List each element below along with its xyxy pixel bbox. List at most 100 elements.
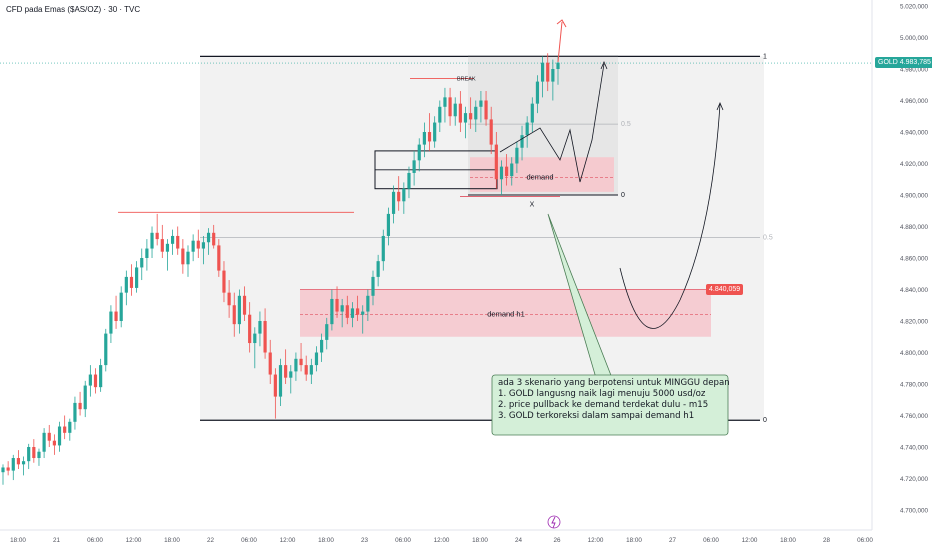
candle-body	[284, 365, 288, 378]
demand-h1-price-tag: 4.840,059	[706, 283, 744, 295]
y-tick-label: 4.860,000	[900, 256, 929, 263]
x-tick-label: 23	[361, 537, 369, 544]
candle-body	[417, 144, 421, 161]
x-tick-label: 18:00	[626, 537, 642, 544]
candle-body	[335, 298, 339, 312]
candle-body	[21, 461, 26, 465]
candle-body	[505, 166, 509, 177]
candle-body	[453, 103, 457, 117]
candle-body	[320, 339, 324, 353]
y-tick-label: 4.980,000	[900, 67, 929, 74]
candle-body	[479, 100, 483, 107]
callout-line: 2. price pullback ke demand terdekat dul…	[498, 400, 709, 410]
y-tick-label: 4.740,000	[900, 445, 929, 452]
candle-body	[376, 261, 380, 277]
candle-body	[155, 232, 159, 240]
candle-body	[345, 305, 349, 318]
candle-body	[499, 166, 504, 180]
x-tick-label: 28	[823, 537, 831, 544]
x-tick-label: 18:00	[164, 537, 180, 544]
y-tick-label: 4.900,000	[900, 193, 929, 200]
callout-line: ada 3 skenario yang berpotensi untuk MIN…	[498, 378, 730, 388]
x-tick-label: 06:00	[703, 537, 719, 544]
candle-body	[16, 458, 21, 465]
candle-body	[124, 276, 128, 293]
y-tick-label: 5.000,000	[900, 35, 929, 42]
symbol-label: GOLD	[878, 59, 898, 66]
candle-body	[27, 447, 31, 462]
candle-body	[546, 62, 550, 82]
x-tick-label: 24	[515, 537, 523, 544]
fib-label: 0.5	[763, 235, 773, 242]
candle-body	[129, 276, 134, 288]
candle-body	[278, 365, 283, 397]
candle-body	[402, 188, 406, 202]
x-tick-label: 26	[553, 537, 561, 544]
candle-body	[325, 324, 329, 340]
scenario-3-path	[619, 103, 721, 329]
candle-body	[222, 270, 226, 293]
callout-box	[491, 374, 729, 436]
candle-body	[304, 365, 308, 375]
candle-body	[99, 365, 103, 388]
candle-body	[160, 239, 164, 252]
candle-body	[391, 191, 396, 214]
x-tick-label: 06:00	[857, 537, 873, 544]
candle-body	[330, 298, 334, 325]
y-tick-label: 4.920,000	[900, 161, 929, 168]
x-tick-label: 12:00	[588, 537, 604, 544]
candle-body	[366, 295, 370, 312]
candle-body	[340, 305, 344, 312]
candle-body	[47, 432, 51, 441]
candle-body	[83, 385, 87, 410]
x-tick-label: 21	[53, 537, 61, 544]
candle-body	[176, 235, 180, 249]
demand-label: demand	[526, 173, 553, 182]
candle-body	[556, 62, 560, 69]
y-tick-label: 4.720,000	[900, 476, 929, 483]
candle-body	[191, 240, 195, 252]
candle-body	[433, 122, 437, 142]
candle-body	[206, 232, 211, 243]
candle-body	[350, 308, 355, 318]
candle-body	[140, 258, 144, 268]
candle-body	[150, 232, 154, 249]
scenario-2-path	[499, 63, 605, 183]
candle-body	[412, 160, 416, 173]
y-tick-label: 4.760,000	[900, 413, 929, 420]
y-tick-label: 5.020,000	[900, 4, 929, 11]
candle-body	[165, 243, 170, 252]
y-tick-label: 4.700,000	[900, 508, 929, 515]
candle-body	[258, 321, 262, 334]
candle-body	[494, 144, 498, 180]
demand-h1-label: demand h1	[487, 310, 525, 319]
demand-zone	[470, 157, 614, 192]
candle-body	[458, 103, 462, 123]
candle-body	[540, 62, 545, 82]
candle-body	[217, 245, 221, 271]
candle-body	[201, 242, 206, 249]
x-tick-label: 18:00	[10, 537, 26, 544]
candle-body	[463, 113, 468, 123]
y-tick-label: 4.880,000	[900, 224, 929, 231]
y-tick-label: 4.800,000	[900, 350, 929, 357]
candle-body	[371, 276, 375, 296]
x-tick-label: 18:00	[780, 537, 796, 544]
x-tick-label: 27	[669, 537, 677, 544]
candle-body	[474, 106, 478, 120]
candle-body	[242, 295, 247, 315]
candle-body	[232, 305, 236, 325]
candle-body	[484, 100, 488, 120]
candle-body	[314, 352, 319, 366]
candle-body	[407, 172, 411, 189]
callout-line: 3. GOLD terkoreksi dalam sampai demand h…	[498, 411, 695, 421]
x-tick-label: 22	[207, 537, 215, 544]
candle-body	[1, 467, 5, 473]
candle-body	[37, 451, 41, 459]
small-fib-label: 0	[621, 192, 625, 199]
fib-label: 0	[763, 417, 767, 424]
candle-body	[525, 122, 529, 136]
candle-body	[52, 440, 56, 446]
scenario-3-arrow	[716, 101, 724, 111]
